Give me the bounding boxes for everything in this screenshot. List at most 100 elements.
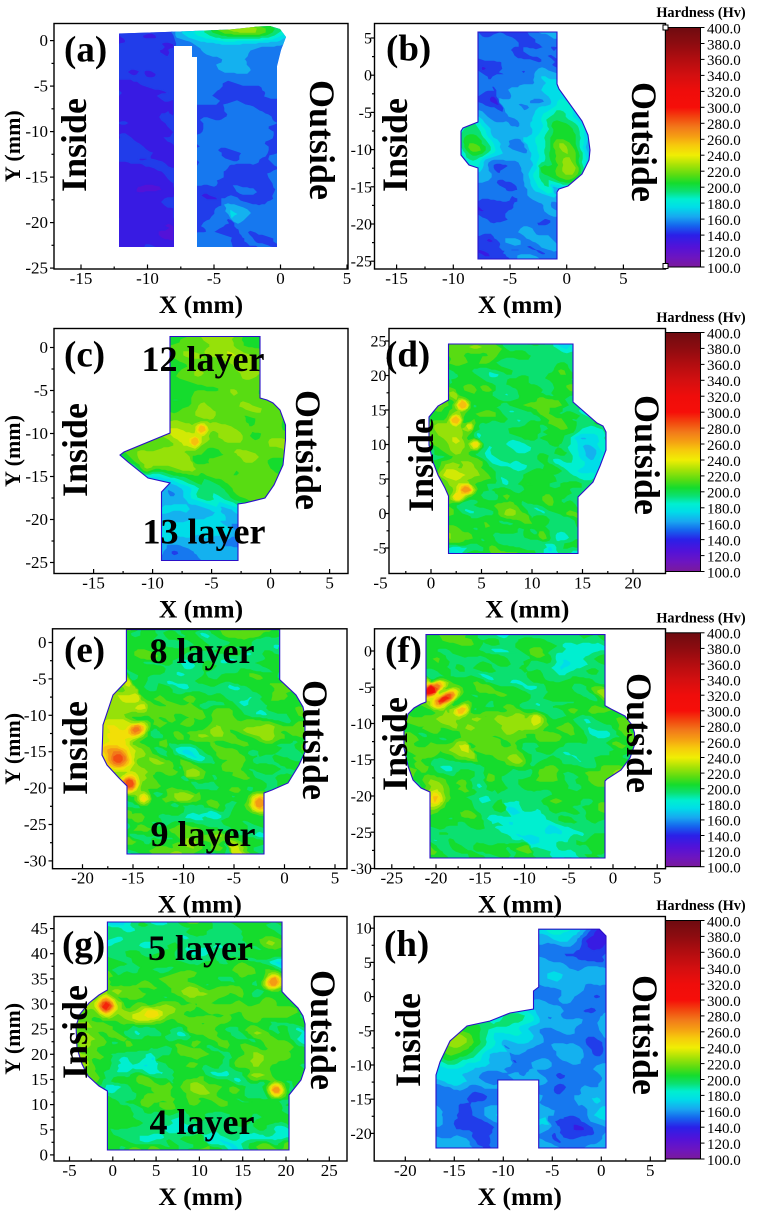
svg-text:-15: -15 [25, 168, 48, 187]
svg-text:15: 15 [234, 1161, 251, 1180]
svg-text:-15: -15 [25, 467, 48, 486]
svg-text:5: 5 [40, 1120, 49, 1139]
svg-text:5: 5 [379, 472, 387, 489]
svg-text:180.0: 180.0 [707, 197, 741, 213]
svg-text:340.0: 340.0 [707, 962, 741, 978]
svg-text:(g): (g) [62, 925, 105, 966]
svg-text:220.0: 220.0 [707, 767, 741, 783]
svg-text:360.0: 360.0 [707, 946, 741, 962]
svg-text:Inside: Inside [375, 697, 415, 791]
svg-text:380.0: 380.0 [707, 642, 741, 658]
svg-text:-10: -10 [442, 269, 465, 288]
svg-text:-10: -10 [136, 269, 159, 288]
svg-text:240.0: 240.0 [707, 454, 741, 470]
svg-text:-25: -25 [25, 553, 48, 572]
svg-text:-5: -5 [34, 77, 48, 96]
svg-text:20: 20 [31, 1045, 48, 1064]
svg-text:-30: -30 [351, 861, 372, 878]
svg-text:140.0: 140.0 [707, 229, 741, 245]
svg-text:280.0: 280.0 [707, 422, 741, 438]
svg-text:5: 5 [152, 1161, 161, 1180]
svg-text:160.0: 160.0 [707, 814, 741, 830]
svg-text:25: 25 [371, 334, 387, 351]
svg-text:-15: -15 [82, 574, 105, 593]
svg-text:-5: -5 [205, 574, 219, 593]
svg-text:4 layer: 4 layer [150, 1102, 255, 1142]
svg-text:-5: -5 [207, 269, 221, 288]
svg-text:13 layer: 13 layer [143, 512, 266, 552]
svg-text:140.0: 140.0 [707, 533, 741, 549]
svg-text:320.0: 320.0 [707, 689, 741, 705]
svg-text:180.0: 180.0 [707, 502, 741, 518]
svg-text:140.0: 140.0 [707, 1121, 741, 1137]
svg-text:5: 5 [364, 31, 372, 48]
svg-text:-20: -20 [25, 510, 48, 529]
svg-text:X (mm): X (mm) [485, 595, 569, 624]
svg-text:300.0: 300.0 [707, 406, 741, 422]
svg-text:-20: -20 [425, 869, 448, 888]
svg-text:Hardness (Hv): Hardness (Hv) [656, 5, 746, 21]
svg-text:(f): (f) [385, 630, 422, 671]
svg-text:-5: -5 [373, 541, 386, 558]
svg-text:-20: -20 [24, 779, 47, 798]
svg-text:280.0: 280.0 [707, 1010, 741, 1026]
svg-text:0: 0 [609, 869, 618, 888]
svg-text:Y (mm): Y (mm) [0, 415, 25, 487]
svg-text:200.0: 200.0 [707, 783, 741, 799]
svg-text:260.0: 260.0 [707, 736, 741, 752]
svg-text:-10: -10 [513, 869, 536, 888]
svg-text:0: 0 [364, 644, 372, 661]
svg-text:-5: -5 [227, 869, 241, 888]
svg-text:(c): (c) [64, 335, 105, 376]
svg-text:220.0: 220.0 [707, 470, 741, 486]
svg-text:240.0: 240.0 [707, 149, 741, 165]
svg-text:5: 5 [343, 269, 352, 288]
svg-text:-25: -25 [380, 869, 403, 888]
svg-text:0: 0 [597, 1161, 606, 1180]
svg-text:(e): (e) [64, 630, 105, 671]
svg-text:20: 20 [371, 368, 387, 385]
svg-text:-10: -10 [141, 574, 164, 593]
svg-text:300.0: 300.0 [707, 101, 741, 117]
svg-text:Outside: Outside [625, 975, 665, 1095]
svg-text:Hardness (Hv): Hardness (Hv) [656, 898, 746, 914]
svg-text:5: 5 [325, 574, 334, 593]
svg-text:5 layer: 5 layer [148, 928, 253, 968]
svg-text:-15: -15 [350, 1092, 371, 1109]
svg-text:10: 10 [191, 1161, 208, 1180]
svg-text:X (mm): X (mm) [159, 290, 243, 319]
svg-text:Outside: Outside [295, 680, 335, 800]
svg-text:Inside: Inside [55, 701, 95, 795]
svg-text:180.0: 180.0 [707, 1089, 741, 1105]
svg-text:5: 5 [653, 869, 662, 888]
svg-text:100.0: 100.0 [707, 1153, 741, 1169]
svg-text:5: 5 [331, 869, 340, 888]
svg-text:380.0: 380.0 [707, 37, 741, 53]
svg-text:-15: -15 [351, 752, 372, 769]
svg-text:240.0: 240.0 [707, 1042, 741, 1058]
svg-text:0: 0 [109, 1161, 118, 1180]
svg-text:-15: -15 [122, 869, 145, 888]
svg-text:280.0: 280.0 [707, 720, 741, 736]
svg-text:Inside: Inside [401, 418, 441, 512]
svg-text:0: 0 [266, 574, 275, 593]
svg-text:320.0: 320.0 [707, 85, 741, 101]
svg-text:120.0: 120.0 [707, 845, 741, 861]
svg-text:320.0: 320.0 [707, 978, 741, 994]
svg-text:15: 15 [371, 403, 387, 420]
svg-text:8 layer: 8 layer [150, 631, 255, 671]
svg-text:-15: -15 [351, 179, 372, 196]
svg-text:Inside: Inside [55, 985, 95, 1079]
svg-text:400.0: 400.0 [707, 627, 741, 643]
svg-text:-20: -20 [351, 789, 372, 806]
svg-text:-25: -25 [351, 825, 372, 842]
svg-text:-10: -10 [25, 122, 48, 141]
svg-text:260.0: 260.0 [707, 1026, 741, 1042]
svg-text:10: 10 [371, 437, 387, 454]
svg-text:Outside: Outside [303, 970, 343, 1090]
svg-text:20: 20 [625, 574, 642, 593]
svg-text:-20: -20 [25, 213, 48, 232]
svg-text:10: 10 [524, 574, 541, 593]
svg-text:120.0: 120.0 [707, 549, 741, 565]
svg-text:12 layer: 12 layer [142, 339, 265, 379]
